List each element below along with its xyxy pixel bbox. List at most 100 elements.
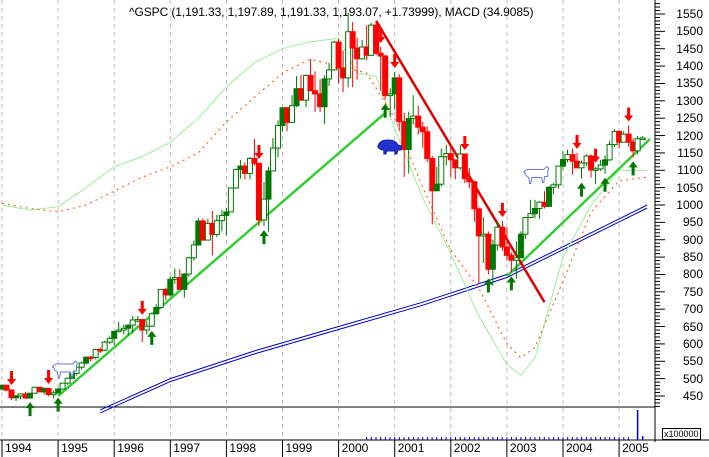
candle-body bbox=[480, 233, 487, 237]
sell-arrow-icon bbox=[376, 28, 386, 43]
candle-body bbox=[560, 159, 566, 167]
candle-body bbox=[578, 162, 585, 169]
candle-body bbox=[87, 356, 94, 360]
candle-body bbox=[283, 107, 290, 123]
candle-body bbox=[354, 47, 361, 60]
candle-body bbox=[377, 52, 384, 57]
candle-body bbox=[639, 137, 646, 140]
y-tick-label: 1200 bbox=[676, 128, 703, 143]
sell-arrow-icon bbox=[591, 148, 601, 163]
candle-body bbox=[321, 78, 328, 108]
candle-body bbox=[115, 329, 122, 333]
y-tick-label: 700 bbox=[682, 302, 703, 317]
y-tick-label: 900 bbox=[682, 232, 703, 247]
x-tick-label: 2002 bbox=[453, 441, 481, 455]
candle-body bbox=[475, 208, 482, 237]
candle-body bbox=[106, 337, 113, 343]
candle-body bbox=[517, 233, 524, 259]
candle-body bbox=[223, 211, 230, 216]
y-tick-label: 800 bbox=[682, 267, 703, 282]
x-tick-label: 1999 bbox=[285, 441, 313, 455]
candle-body bbox=[125, 324, 132, 329]
candle-body bbox=[31, 386, 38, 394]
candle-body bbox=[564, 154, 571, 161]
candle-body bbox=[232, 169, 239, 189]
candle-body bbox=[167, 278, 174, 296]
trend-line bbox=[506, 138, 651, 278]
y-tick-label: 550 bbox=[682, 354, 703, 369]
candle-body bbox=[419, 126, 426, 133]
candle-body bbox=[527, 213, 534, 219]
y-tick-label: 1100 bbox=[677, 163, 703, 178]
buy-arrow-icon bbox=[577, 182, 587, 197]
sell-arrow-icon bbox=[44, 370, 54, 385]
candle-body bbox=[13, 395, 20, 399]
candle-body bbox=[335, 41, 342, 69]
sell-arrow-icon bbox=[497, 202, 507, 217]
candle-body bbox=[111, 330, 118, 339]
candle-body bbox=[588, 155, 595, 171]
y-tick-label: 1450 bbox=[676, 41, 703, 56]
sell-arrow-icon bbox=[254, 144, 264, 159]
candle-body bbox=[129, 319, 136, 326]
candle-body bbox=[597, 164, 604, 170]
candle-body bbox=[307, 74, 314, 92]
candle-body bbox=[345, 31, 352, 79]
bull-icon bbox=[522, 165, 550, 185]
sell-arrow-icon bbox=[572, 134, 582, 149]
candle-body bbox=[171, 277, 178, 280]
candle-body bbox=[387, 93, 394, 97]
y-tick-label: 1400 bbox=[676, 59, 703, 74]
candle-body bbox=[59, 382, 66, 390]
candle-body bbox=[625, 133, 632, 143]
sell-arrow-icon bbox=[624, 107, 634, 122]
candle-body bbox=[606, 144, 613, 161]
candle-body bbox=[255, 162, 262, 221]
y-tick-label: 1000 bbox=[676, 198, 703, 212]
sell-arrow-icon bbox=[7, 371, 17, 386]
x-tick-label: 1998 bbox=[229, 441, 257, 455]
candle-body bbox=[452, 159, 459, 169]
y-tick-label: 1350 bbox=[676, 76, 703, 91]
bull-icon bbox=[51, 360, 79, 379]
buy-arrow-icon bbox=[506, 276, 516, 291]
candle-body bbox=[634, 138, 641, 152]
candle-body bbox=[536, 201, 543, 209]
candle-body bbox=[148, 313, 155, 327]
trend-line bbox=[99, 204, 648, 411]
candle-body bbox=[429, 157, 436, 192]
candle-body bbox=[368, 24, 375, 56]
y-tick-label: 600 bbox=[682, 336, 703, 351]
candle-body bbox=[45, 387, 52, 396]
candle-body bbox=[545, 186, 552, 207]
candle-body bbox=[8, 389, 15, 399]
candle-body bbox=[424, 131, 431, 159]
candle-body bbox=[139, 319, 146, 331]
candle-body bbox=[340, 67, 347, 79]
candle-body bbox=[592, 168, 599, 171]
candle-body bbox=[503, 246, 510, 256]
x-tick-label: 2005 bbox=[622, 441, 649, 455]
candle-body bbox=[143, 325, 150, 331]
y-tick-label: 950 bbox=[682, 215, 703, 230]
buy-arrow-icon bbox=[147, 330, 157, 345]
candle-body bbox=[569, 154, 576, 162]
y-tick-label: 1050 bbox=[676, 180, 703, 195]
candle-body bbox=[289, 105, 296, 123]
candle-body bbox=[92, 348, 99, 358]
bear-icon bbox=[377, 139, 403, 155]
buy-arrow-icon bbox=[53, 397, 63, 412]
y-tick-label: 450 bbox=[682, 389, 703, 403]
candle-body bbox=[3, 384, 10, 391]
candle-body bbox=[157, 288, 164, 308]
candle-body bbox=[64, 377, 71, 384]
candle-body bbox=[241, 165, 248, 174]
candle-body bbox=[251, 157, 258, 164]
candle-body bbox=[298, 88, 305, 101]
candle-body bbox=[489, 244, 496, 270]
candle-body bbox=[218, 214, 225, 222]
candle-body bbox=[438, 156, 445, 185]
candle-body bbox=[260, 198, 267, 221]
candle-body bbox=[513, 257, 520, 261]
x-tick-label: 2004 bbox=[566, 441, 593, 455]
